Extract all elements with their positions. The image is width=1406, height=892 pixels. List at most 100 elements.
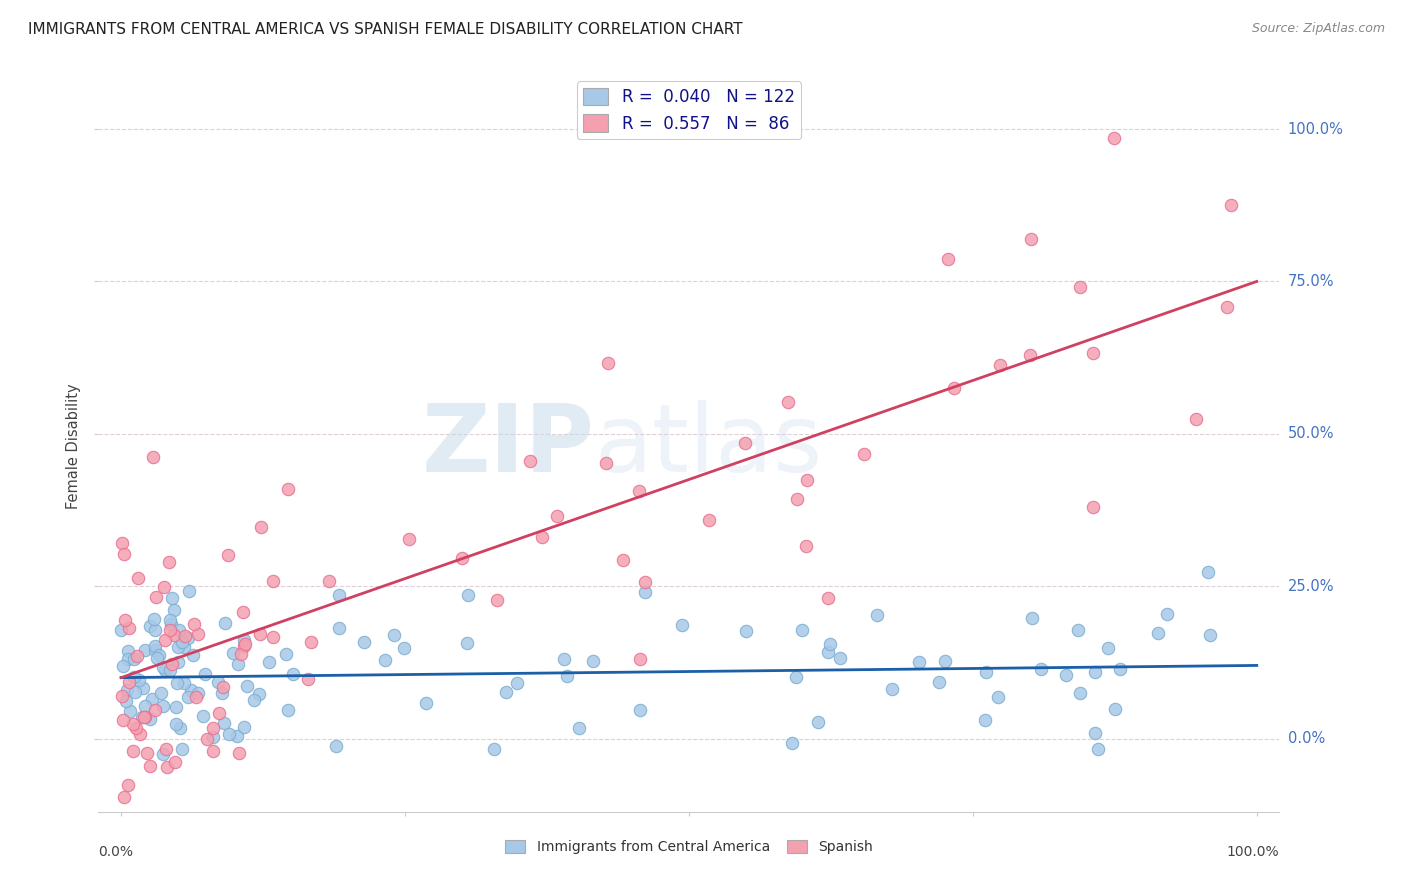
Point — [236, 679, 259, 693]
Point — [117, 651, 139, 665]
Point — [153, 581, 176, 595]
Point — [187, 686, 209, 700]
Point — [818, 637, 841, 651]
Point — [382, 628, 405, 642]
Point — [1199, 627, 1222, 641]
Point — [165, 700, 187, 714]
Point — [568, 721, 591, 735]
Point — [211, 686, 233, 700]
Point — [214, 615, 236, 630]
Point — [145, 651, 167, 665]
Point — [167, 655, 190, 669]
Point — [152, 699, 174, 714]
Point — [907, 655, 929, 669]
Point — [353, 634, 375, 648]
Point — [734, 436, 756, 450]
Point — [988, 359, 1011, 373]
Point — [1147, 626, 1170, 640]
Point — [160, 657, 183, 671]
Text: Source: ZipAtlas.com: Source: ZipAtlas.com — [1251, 22, 1385, 36]
Point — [165, 717, 187, 731]
Point — [117, 621, 139, 635]
Point — [866, 607, 889, 622]
Point — [1087, 741, 1109, 756]
Point — [277, 703, 299, 717]
Point — [142, 612, 165, 626]
Point — [671, 618, 693, 632]
Point — [1019, 348, 1042, 362]
Point — [153, 663, 176, 677]
Point — [128, 673, 150, 687]
Point — [134, 710, 156, 724]
Point — [1069, 686, 1091, 700]
Point — [1081, 500, 1104, 514]
Point — [457, 635, 479, 649]
Point — [152, 747, 174, 762]
Point — [790, 623, 813, 637]
Point — [817, 645, 839, 659]
Point — [595, 456, 617, 470]
Point — [974, 665, 997, 679]
Point — [1219, 198, 1241, 212]
Point — [226, 657, 249, 671]
Point — [634, 584, 657, 599]
Point — [229, 647, 252, 661]
Point — [519, 454, 541, 468]
Point — [987, 690, 1010, 704]
Point — [734, 624, 756, 639]
Point — [1109, 662, 1132, 676]
Text: 100.0%: 100.0% — [1288, 121, 1344, 136]
Point — [173, 676, 195, 690]
Point — [145, 591, 167, 605]
Point — [807, 715, 830, 730]
Text: 25.0%: 25.0% — [1288, 579, 1334, 594]
Point — [217, 548, 239, 562]
Point — [628, 703, 651, 717]
Point — [1081, 346, 1104, 360]
Point — [262, 631, 284, 645]
Point — [495, 685, 517, 699]
Point — [1084, 665, 1107, 679]
Point — [697, 514, 720, 528]
Point — [250, 520, 273, 534]
Point — [257, 655, 280, 669]
Point — [110, 623, 132, 637]
Point — [1069, 279, 1091, 293]
Point — [167, 623, 190, 637]
Point — [392, 641, 415, 656]
Point — [174, 629, 197, 643]
Point — [155, 760, 177, 774]
Point — [207, 675, 229, 690]
Point — [506, 675, 529, 690]
Point — [225, 729, 247, 743]
Point — [160, 617, 183, 632]
Point — [1097, 641, 1119, 656]
Text: IMMIGRANTS FROM CENTRAL AMERICA VS SPANISH FEMALE DISABILITY CORRELATION CHART: IMMIGRANTS FROM CENTRAL AMERICA VS SPANI… — [28, 22, 742, 37]
Point — [934, 654, 956, 668]
Point — [122, 652, 145, 666]
Point — [547, 509, 569, 524]
Point — [612, 553, 634, 567]
Point — [450, 551, 472, 566]
Point — [159, 623, 181, 637]
Point — [243, 693, 266, 707]
Point — [1029, 662, 1052, 676]
Point — [1156, 607, 1178, 621]
Point — [112, 659, 135, 673]
Point — [214, 716, 236, 731]
Point — [486, 593, 509, 607]
Point — [177, 690, 200, 705]
Point — [122, 670, 145, 684]
Point — [122, 716, 145, 731]
Point — [627, 484, 650, 499]
Legend: Immigrants from Central America, Spanish: Immigrants from Central America, Spanish — [499, 835, 879, 860]
Point — [1216, 300, 1239, 314]
Text: 0.0%: 0.0% — [98, 845, 134, 859]
Point — [162, 603, 184, 617]
Point — [163, 628, 186, 642]
Point — [853, 447, 876, 461]
Point — [141, 691, 163, 706]
Point — [117, 682, 139, 697]
Point — [110, 536, 132, 550]
Point — [132, 710, 155, 724]
